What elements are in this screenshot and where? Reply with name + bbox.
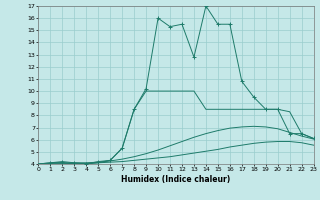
- X-axis label: Humidex (Indice chaleur): Humidex (Indice chaleur): [121, 175, 231, 184]
